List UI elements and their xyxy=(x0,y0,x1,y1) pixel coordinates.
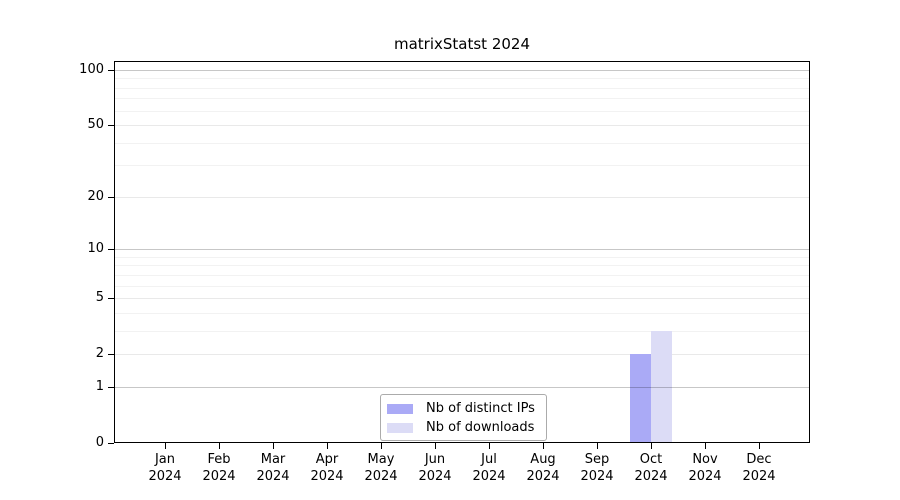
x-tick-jun xyxy=(435,443,436,449)
x-tick-month-aug: Aug xyxy=(530,452,556,467)
x-tick-month-apr: Apr xyxy=(315,452,339,467)
major-gridline-50 xyxy=(115,125,809,126)
x-tick-nov xyxy=(705,443,706,449)
minor-gridline-80 xyxy=(115,88,809,89)
x-tick-year-apr: 2024 xyxy=(310,469,344,484)
chart-title: matrixStatst 2024 xyxy=(393,35,530,53)
minor-gridline-3 xyxy=(115,331,809,332)
x-tick-label-nov: Nov 2024 xyxy=(677,451,733,485)
y-tick-20 xyxy=(108,197,114,198)
x-tick-month-jan: Jan xyxy=(154,452,176,467)
minor-gridline-9 xyxy=(115,257,809,258)
x-tick-year-feb: 2024 xyxy=(202,469,236,484)
x-tick-month-may: May xyxy=(367,452,395,467)
x-tick-month-dec: Dec xyxy=(746,452,772,467)
x-tick-jan xyxy=(165,443,166,449)
x-tick-label-oct: Oct 2024 xyxy=(623,451,679,485)
x-tick-month-jun: Jun xyxy=(424,452,446,467)
bar-nb-of-downloads-oct xyxy=(651,331,672,443)
legend-label-downloads: Nb of downloads xyxy=(426,420,535,435)
minor-gridline-70 xyxy=(115,98,809,99)
x-tick-year-jul: 2024 xyxy=(472,469,506,484)
x-tick-month-feb: Feb xyxy=(207,452,231,467)
y-tick-label-0: 0 xyxy=(95,435,104,450)
x-tick-year-jan: 2024 xyxy=(148,469,182,484)
major-gridline-10 xyxy=(115,249,809,250)
x-tick-label-jun: Jun 2024 xyxy=(407,451,463,485)
x-tick-month-sep: Sep xyxy=(584,452,610,467)
x-tick-label-dec: Dec 2024 xyxy=(731,451,787,485)
x-tick-label-mar: Mar 2024 xyxy=(245,451,301,485)
x-tick-label-jul: Jul 2024 xyxy=(461,451,517,485)
legend: Nb of distinct IPs Nb of downloads xyxy=(380,394,547,441)
y-tick-50 xyxy=(108,125,114,126)
legend-item-distinct-ips: Nb of distinct IPs xyxy=(381,399,546,418)
major-gridline-2 xyxy=(115,354,809,355)
minor-gridline-6 xyxy=(115,286,809,287)
x-tick-apr xyxy=(327,443,328,449)
x-tick-month-nov: Nov xyxy=(692,452,718,467)
y-tick-label-2: 2 xyxy=(95,346,104,361)
y-tick-2 xyxy=(108,354,114,355)
x-tick-aug xyxy=(543,443,544,449)
legend-item-downloads: Nb of downloads xyxy=(381,418,546,437)
x-tick-label-feb: Feb 2024 xyxy=(191,451,247,485)
x-tick-mar xyxy=(273,443,274,449)
x-tick-jul xyxy=(489,443,490,449)
legend-label-distinct-ips: Nb of distinct IPs xyxy=(426,401,535,416)
minor-gridline-4 xyxy=(115,313,809,314)
y-tick-label-5: 5 xyxy=(95,290,104,305)
y-tick-10 xyxy=(108,249,114,250)
x-tick-may xyxy=(381,443,382,449)
minor-gridline-8 xyxy=(115,265,809,266)
x-tick-year-jun: 2024 xyxy=(418,469,452,484)
major-gridline-20 xyxy=(115,197,809,198)
x-tick-year-nov: 2024 xyxy=(688,469,722,484)
legend-swatch-downloads xyxy=(387,422,413,433)
x-tick-year-oct: 2024 xyxy=(634,469,668,484)
x-tick-oct xyxy=(651,443,652,449)
y-tick-5 xyxy=(108,298,114,299)
x-tick-year-dec: 2024 xyxy=(742,469,776,484)
y-tick-0 xyxy=(108,443,114,444)
major-gridline-5 xyxy=(115,298,809,299)
x-tick-label-may: May 2024 xyxy=(353,451,409,485)
y-tick-label-10: 10 xyxy=(87,241,104,256)
y-tick-1 xyxy=(108,387,114,388)
x-tick-sep xyxy=(597,443,598,449)
y-tick-100 xyxy=(108,70,114,71)
x-tick-label-sep: Sep 2024 xyxy=(569,451,625,485)
x-tick-year-mar: 2024 xyxy=(256,469,290,484)
minor-gridline-60 xyxy=(115,111,809,112)
x-tick-label-jan: Jan 2024 xyxy=(137,451,193,485)
legend-swatch-distinct-ips xyxy=(387,403,413,414)
x-tick-year-aug: 2024 xyxy=(526,469,560,484)
minor-gridline-90 xyxy=(115,78,809,79)
major-gridline-1 xyxy=(115,387,809,388)
x-tick-month-oct: Oct xyxy=(639,452,663,467)
y-tick-label-20: 20 xyxy=(87,189,104,204)
y-tick-label-1: 1 xyxy=(95,379,104,394)
major-gridline-100 xyxy=(115,70,809,71)
minor-gridline-7 xyxy=(115,275,809,276)
x-tick-dec xyxy=(759,443,760,449)
x-tick-year-may: 2024 xyxy=(364,469,398,484)
y-tick-label-100: 100 xyxy=(79,62,104,77)
minor-gridline-30 xyxy=(115,165,809,166)
x-tick-month-mar: Mar xyxy=(260,452,286,467)
minor-gridline-40 xyxy=(115,143,809,144)
bar-nb-of-distinct-ips-oct xyxy=(630,354,651,443)
x-tick-year-sep: 2024 xyxy=(580,469,614,484)
x-tick-label-apr: Apr 2024 xyxy=(299,451,355,485)
x-tick-feb xyxy=(219,443,220,449)
x-tick-month-jul: Jul xyxy=(481,452,497,467)
x-tick-label-aug: Aug 2024 xyxy=(515,451,571,485)
y-tick-label-50: 50 xyxy=(87,117,104,132)
